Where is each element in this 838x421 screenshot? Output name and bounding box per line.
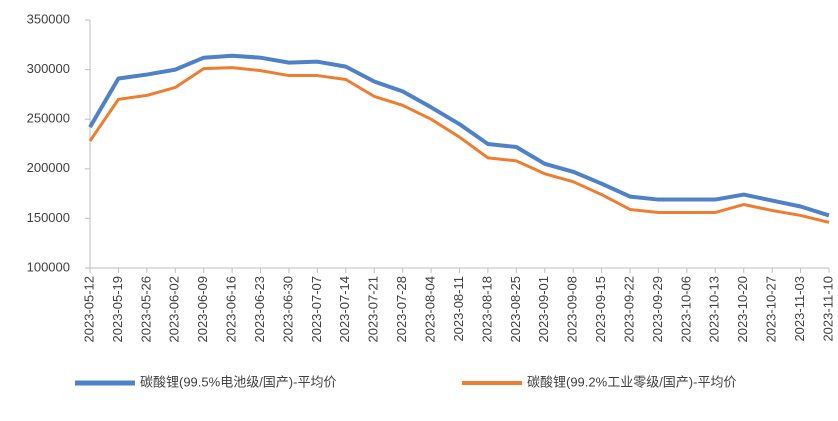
x-tick-label: 2023-09-15 [593,276,608,343]
x-tick-label: 2023-09-08 [565,276,580,343]
series-line [88,66,830,224]
x-tick-label: 2023-07-14 [337,276,352,343]
y-tick-label: 300000 [27,61,70,76]
x-tick-label: 2023-10-13 [707,276,722,343]
x-tick-label: 2023-05-12 [81,276,96,343]
y-tick-label: 150000 [27,210,70,225]
x-tick-label: 2023-09-22 [621,276,636,343]
x-tick-label: 2023-06-02 [167,276,182,343]
x-tick-label: 2023-06-16 [224,276,239,343]
x-tick-label: 2023-07-21 [366,276,381,343]
x-tick-label: 2023-06-23 [252,276,267,343]
x-tick-label: 2023-05-19 [110,276,125,343]
x-tick-label: 2023-10-27 [764,276,779,343]
x-tick-label: 2023-11-10 [820,276,835,342]
x-tick-label: 2023-08-18 [479,276,494,343]
x-tick-label: 2023-08-25 [508,276,523,343]
x-tick-label: 2023-07-07 [309,276,324,343]
legend-label: 碳酸锂(99.5%电池级/国产)-平均价 [140,374,336,389]
y-tick-label: 200000 [27,160,70,175]
x-tick-label: 2023-06-30 [280,276,295,343]
x-tick-label: 2023-05-26 [138,276,153,343]
series-line [88,53,830,218]
x-tick-label: 2023-10-20 [735,276,750,343]
x-tick-label: 2023-08-11 [451,276,466,342]
y-tick-label: 100000 [27,259,70,274]
x-tick-label: 2023-09-29 [650,276,665,343]
x-tick-label: 2023-07-28 [394,276,409,343]
x-tick-label: 2023-08-04 [423,276,438,343]
x-tick-label: 2023-09-01 [536,276,551,343]
x-tick-label: 2023-10-06 [678,276,693,343]
y-tick-label: 250000 [27,111,70,126]
legend-label: 碳酸锂(99.2%工业零级/国产)-平均价 [527,374,736,389]
y-tick-label: 350000 [27,11,70,26]
x-tick-label: 2023-06-09 [195,276,210,343]
x-tick-label: 2023-11-03 [792,276,807,342]
